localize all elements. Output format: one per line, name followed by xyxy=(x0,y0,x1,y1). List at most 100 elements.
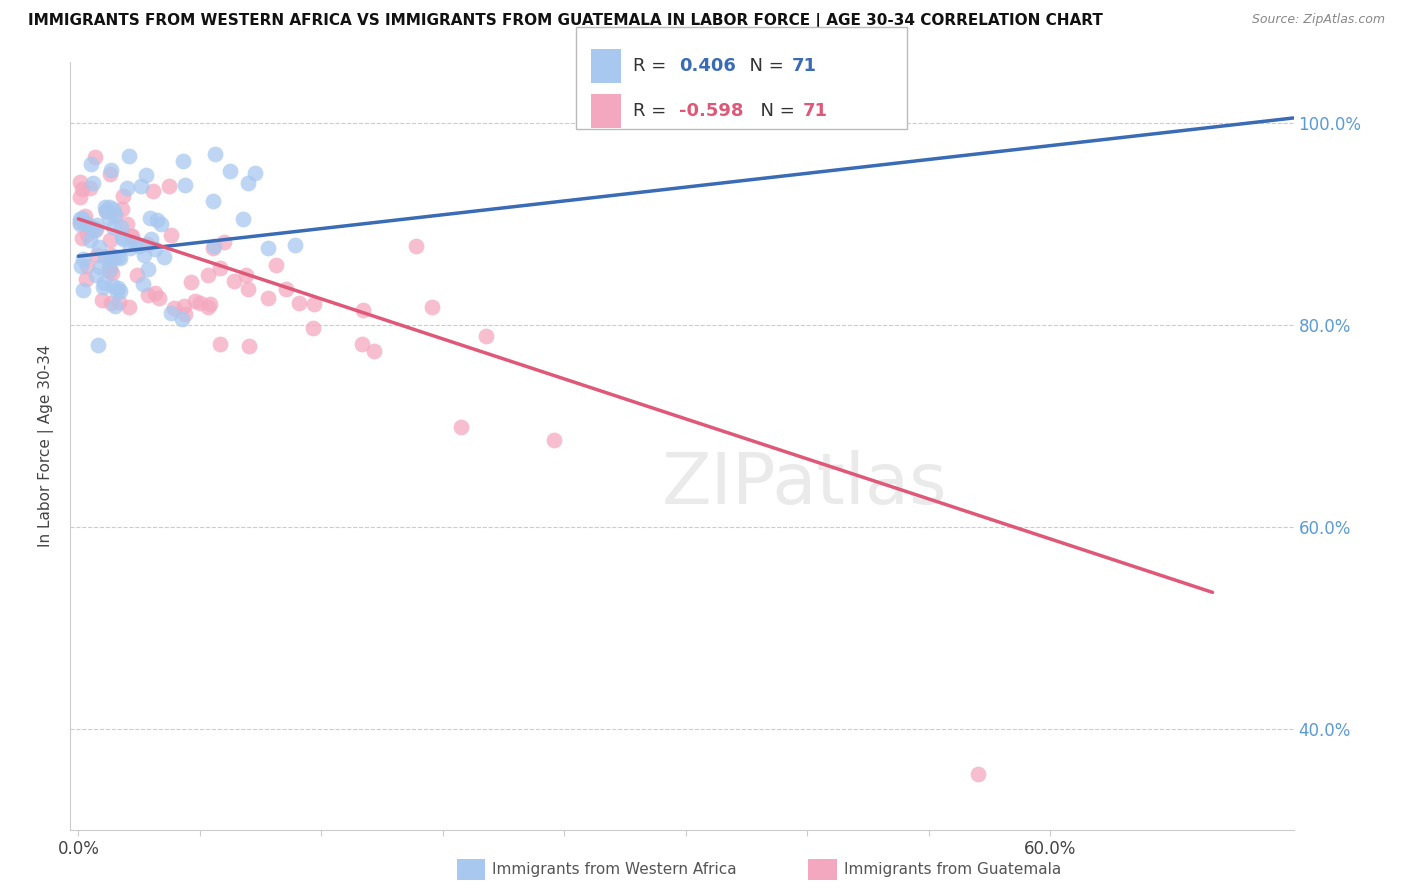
Point xyxy=(966,767,988,781)
Point xyxy=(98,264,121,278)
Point xyxy=(72,252,94,267)
Point xyxy=(103,279,125,293)
Point xyxy=(124,235,146,250)
Point xyxy=(75,272,97,286)
Point xyxy=(83,224,105,238)
Point xyxy=(98,259,121,273)
Point xyxy=(236,282,259,296)
Text: Source: ZipAtlas.com: Source: ZipAtlas.com xyxy=(1251,13,1385,27)
Point xyxy=(136,288,159,302)
Point xyxy=(157,179,180,194)
Point xyxy=(103,250,125,264)
Point xyxy=(201,194,224,208)
Text: ZIPatlas: ZIPatlas xyxy=(661,450,948,519)
Point xyxy=(138,262,160,277)
Point xyxy=(238,177,260,191)
Point xyxy=(132,248,155,262)
Text: R =: R = xyxy=(633,57,672,75)
Point xyxy=(91,279,114,293)
Point xyxy=(264,259,287,273)
Point xyxy=(75,217,97,231)
Point xyxy=(100,248,122,262)
Text: R =: R = xyxy=(633,102,672,120)
Point xyxy=(105,285,128,300)
Point xyxy=(70,182,93,196)
Text: 71: 71 xyxy=(792,57,817,75)
Point xyxy=(202,238,225,252)
Point xyxy=(352,302,374,317)
Point xyxy=(450,420,472,434)
Point xyxy=(101,219,124,234)
Point xyxy=(76,259,98,273)
Point xyxy=(235,268,257,282)
Point xyxy=(143,242,166,256)
Point xyxy=(104,209,127,223)
Point xyxy=(135,236,157,251)
Point xyxy=(180,276,202,290)
Point xyxy=(93,277,115,291)
Point xyxy=(79,233,101,247)
Point xyxy=(97,211,120,226)
Point xyxy=(302,320,325,334)
Point xyxy=(111,188,134,202)
Point xyxy=(101,266,124,280)
Point xyxy=(72,283,94,297)
Point xyxy=(101,202,124,216)
Point xyxy=(243,165,266,179)
Point xyxy=(232,211,254,226)
Point xyxy=(75,209,97,223)
Point xyxy=(76,227,98,242)
Point xyxy=(94,204,117,219)
Point xyxy=(222,274,245,288)
Point xyxy=(110,251,132,265)
Point xyxy=(219,163,242,178)
Point xyxy=(91,293,114,307)
Point xyxy=(143,285,166,300)
Point xyxy=(98,252,121,266)
Point xyxy=(135,169,157,183)
Point xyxy=(76,217,98,231)
Point xyxy=(128,238,150,252)
Point xyxy=(420,300,443,314)
Point xyxy=(98,167,121,181)
Point xyxy=(82,176,104,190)
Point xyxy=(204,147,226,161)
Text: IMMIGRANTS FROM WESTERN AFRICA VS IMMIGRANTS FROM GUATEMALA IN LABOR FORCE | AGE: IMMIGRANTS FROM WESTERN AFRICA VS IMMIGR… xyxy=(28,13,1102,29)
Point xyxy=(118,300,141,314)
Point xyxy=(111,202,134,217)
Point xyxy=(159,305,181,319)
Point xyxy=(188,295,211,310)
Point xyxy=(70,260,93,274)
Point xyxy=(475,329,498,343)
Point xyxy=(86,248,108,262)
Y-axis label: In Labor Force | Age 30-34: In Labor Force | Age 30-34 xyxy=(38,344,55,548)
Point xyxy=(72,211,94,225)
Point xyxy=(172,153,194,168)
Point xyxy=(98,262,121,277)
Point xyxy=(84,150,107,164)
Point xyxy=(274,283,297,297)
Point xyxy=(100,295,122,310)
Point xyxy=(212,235,235,249)
Point xyxy=(170,312,193,326)
Point xyxy=(238,339,260,353)
Point xyxy=(129,179,152,194)
Text: -0.598: -0.598 xyxy=(679,102,744,120)
Point xyxy=(150,218,173,232)
Point xyxy=(120,228,142,243)
Point xyxy=(72,230,94,244)
Point xyxy=(96,204,118,219)
Point xyxy=(107,281,129,295)
Point xyxy=(120,242,142,256)
Point xyxy=(94,200,117,214)
Point xyxy=(127,268,149,282)
Point xyxy=(405,239,427,253)
Point xyxy=(197,300,219,314)
Point xyxy=(197,268,219,282)
Point xyxy=(107,250,129,264)
Point xyxy=(141,232,163,246)
Point xyxy=(115,180,138,194)
Point xyxy=(98,234,121,248)
Point xyxy=(173,299,195,313)
Point xyxy=(202,241,225,255)
